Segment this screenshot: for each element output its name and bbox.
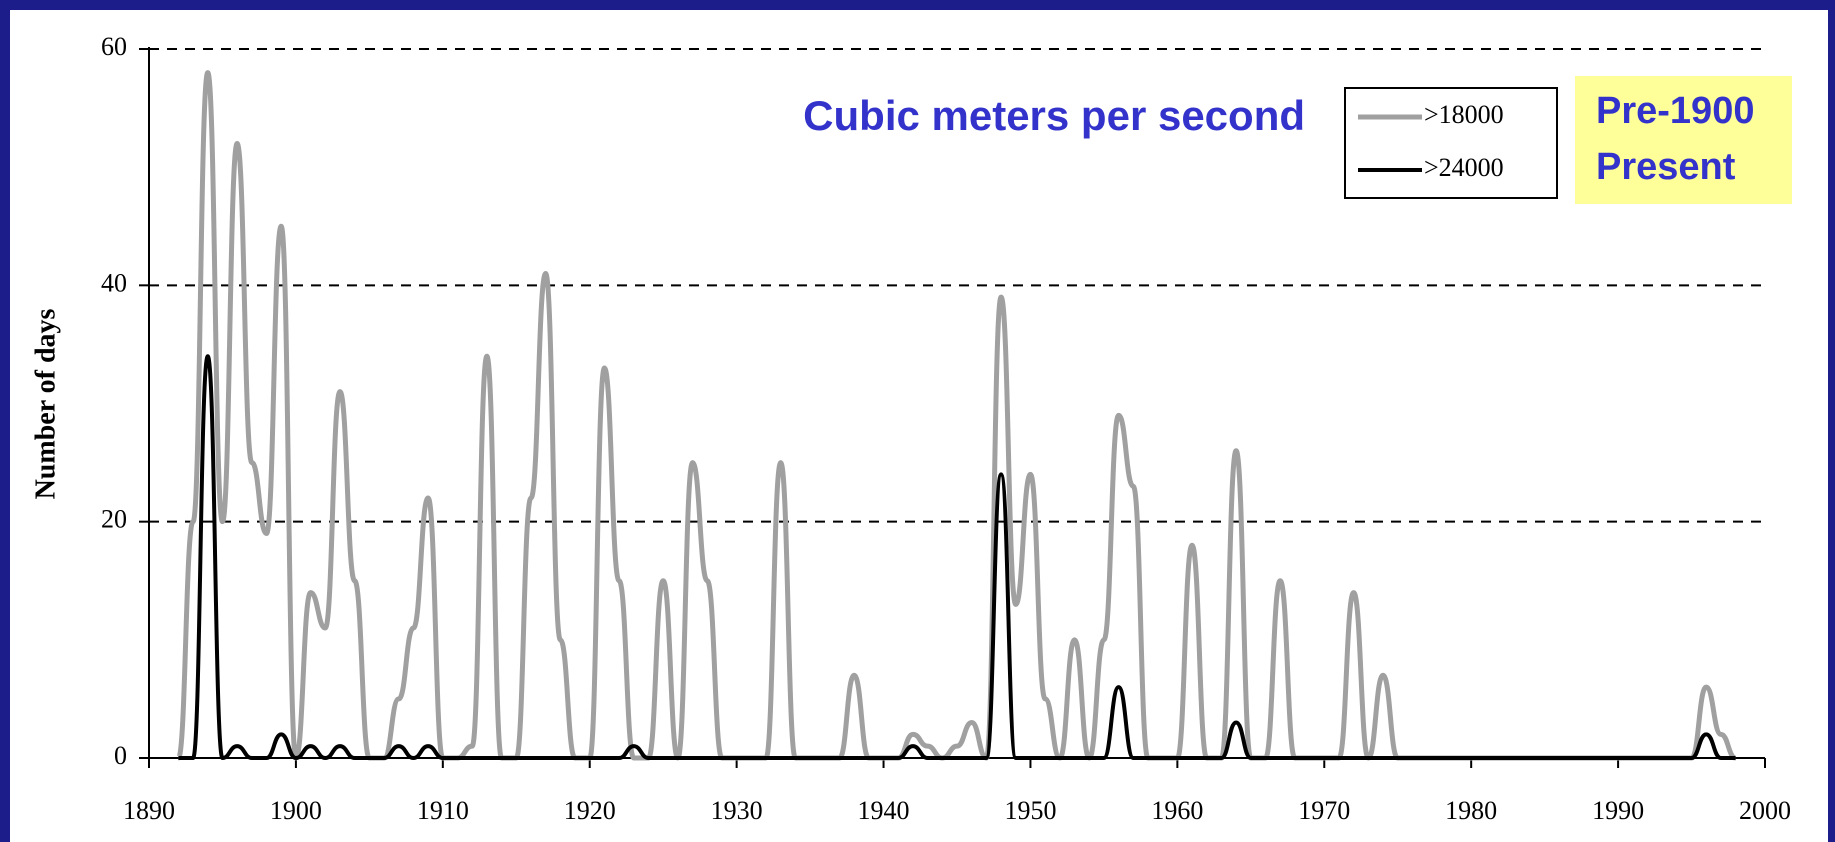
x-tick-label: 1920 [564, 796, 616, 825]
x-tick-label: 1970 [1298, 796, 1350, 825]
y-tick-label: 40 [101, 268, 127, 297]
x-tick-label: 1990 [1592, 796, 1644, 825]
x-tick-label: 1950 [1004, 796, 1056, 825]
y-tick-label: 60 [101, 32, 127, 61]
x-tick-label: 1940 [858, 796, 910, 825]
x-tick-label: 1890 [123, 796, 175, 825]
x-tick-label: 1960 [1151, 796, 1203, 825]
x-tick-label: 1930 [711, 796, 763, 825]
annotation: Present [1596, 146, 1736, 188]
y-axis-label: Number of days [30, 308, 61, 499]
series-line [178, 354, 1736, 761]
legend [1344, 87, 1558, 199]
note-box [1575, 76, 1792, 204]
legend-label: >18000 [1424, 100, 1504, 129]
x-tick-label: 2000 [1739, 796, 1791, 825]
x-tick-label: 1900 [270, 796, 322, 825]
legend-label: >24000 [1424, 153, 1504, 182]
annotation: Cubic meters per second [803, 92, 1305, 139]
y-tick-label: 20 [101, 505, 127, 534]
x-tick-label: 1910 [417, 796, 469, 825]
x-tick-label: 1980 [1445, 796, 1497, 825]
y-tick-label: 0 [114, 741, 127, 770]
annotation: Pre-1900 [1596, 90, 1754, 132]
